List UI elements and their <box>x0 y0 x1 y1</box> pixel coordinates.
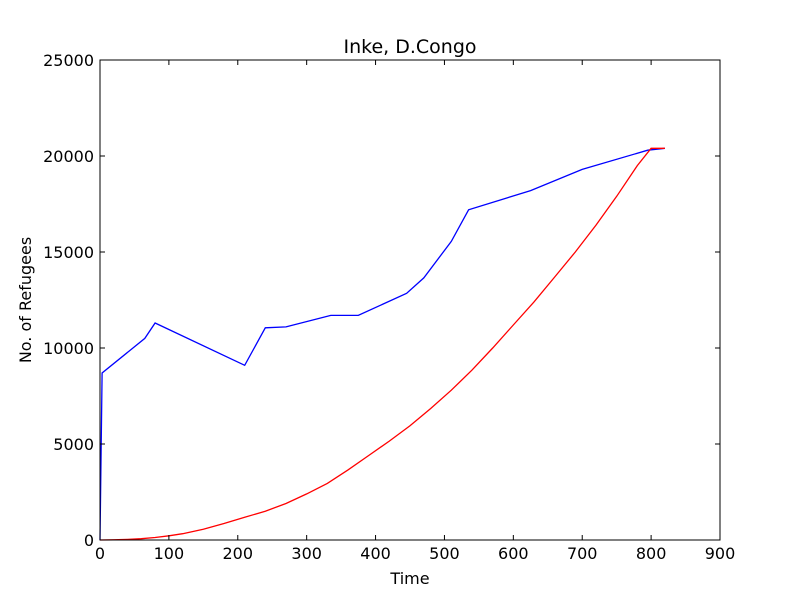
x-tick-label: 600 <box>498 544 529 563</box>
y-tick-label: 20000 <box>43 147 94 166</box>
x-tick-label: 500 <box>429 544 460 563</box>
y-axis-label: No. of Refugees <box>16 237 35 363</box>
series-line-1 <box>99 147 665 541</box>
y-tick-label: 10000 <box>43 339 94 358</box>
y-tick-label: 25000 <box>43 51 94 70</box>
x-tick-label: 700 <box>567 544 598 563</box>
ticks-layer: 0 100 200 300 400 500 600 700 800 900 0 5000 10000 15… <box>43 51 735 563</box>
x-tick-label: 300 <box>291 544 322 563</box>
y-tick-label: 15000 <box>43 243 94 262</box>
y-tick-label: 0 <box>84 531 94 550</box>
chart-title: Inke, D.Congo <box>343 36 476 58</box>
x-tick-label: 400 <box>360 544 391 563</box>
y-tick-label: 5000 <box>53 435 94 454</box>
x-tick-label: 0 <box>95 544 105 563</box>
plot-frame <box>99 59 721 541</box>
x-tick-label: 100 <box>154 544 185 563</box>
x-tick-label: 900 <box>705 544 736 563</box>
x-tick-label: 800 <box>636 544 667 563</box>
x-tick-label: 200 <box>223 544 254 563</box>
x-axis-label: Time <box>389 569 429 588</box>
